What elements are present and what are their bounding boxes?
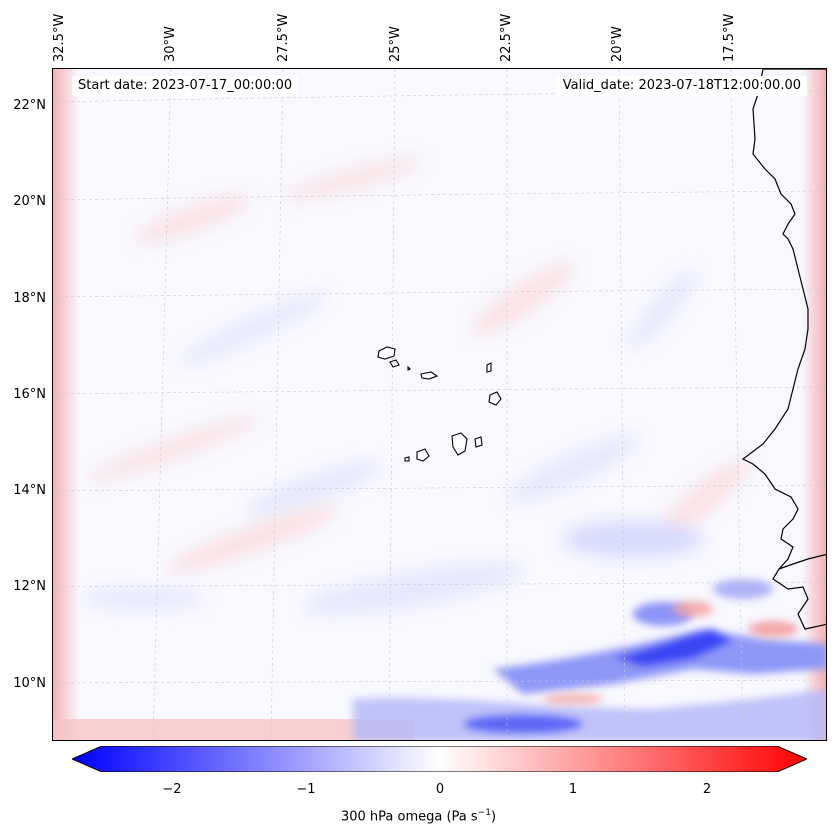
colorbar-label-close: ) (490, 809, 497, 825)
colorbar (72, 746, 807, 772)
cape-verde-islands (377, 346, 502, 462)
colorbar-label: 300 hPa omega (Pa s−1) (0, 808, 837, 824)
graticule (53, 69, 826, 740)
start-date-label: Start date: 2023-07-17_00:00:00 (72, 76, 299, 96)
colorbar-label-exponent: −1 (477, 808, 491, 818)
lat-label-20n: 20°N (13, 194, 46, 209)
lon-label-22-5w: 22.5°W (499, 13, 514, 62)
left-boundary-band (53, 69, 79, 740)
lat-label-18n: 18°N (13, 291, 46, 306)
lon-label-30w: 30°W (163, 26, 178, 62)
right-boundary-band (802, 69, 826, 740)
omega-field (53, 69, 826, 740)
lat-label-10n: 10°N (13, 676, 46, 691)
lon-label-25w: 25°W (388, 26, 403, 62)
coastline (741, 69, 826, 630)
colorbar-tick-1: 1 (568, 782, 578, 797)
map-panel (52, 68, 827, 741)
lat-label-14n: 14°N (13, 483, 46, 498)
colorbar-tick-2: 2 (702, 782, 712, 797)
lon-label-17-5w: 17.5°W (722, 13, 737, 62)
lon-label-32-5w: 32.5°W (52, 13, 67, 62)
lon-label-27-5w: 27.5°W (276, 13, 291, 62)
colorbar-tick-neg1: −1 (296, 782, 316, 797)
colorbar-tick-0: 0 (435, 782, 445, 797)
lon-label-20w: 20°W (610, 26, 625, 62)
lat-label-16n: 16°N (13, 387, 46, 402)
colorbar-tick-neg2: −2 (162, 782, 182, 797)
bottom-boundary-band (53, 719, 413, 740)
lat-label-12n: 12°N (13, 579, 46, 594)
colorbar-label-text: 300 hPa omega (Pa s (340, 809, 478, 825)
valid-date-label: Valid_date: 2023-07-18T12:00:00.00 (556, 76, 807, 96)
lat-label-22n: 22°N (13, 98, 46, 113)
